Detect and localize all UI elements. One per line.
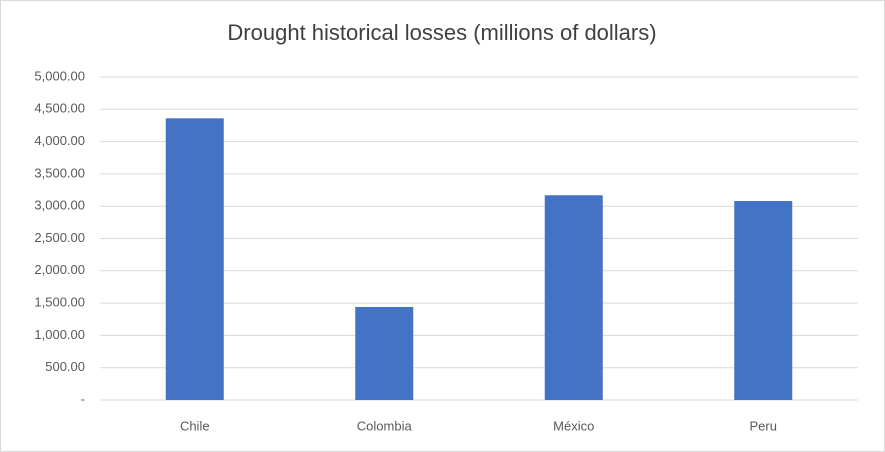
y-tick-label: 3,000.00 — [34, 198, 85, 213]
y-tick-label: 1,000.00 — [34, 327, 85, 342]
y-tick-label: 4,500.00 — [34, 101, 85, 116]
bar — [355, 306, 414, 400]
y-tick-label: - — [81, 391, 85, 406]
x-tick-label: México — [553, 418, 594, 433]
bar — [544, 195, 603, 400]
x-tick-label: Colombia — [357, 418, 413, 433]
x-tick-label: Chile — [180, 418, 210, 433]
y-tick-label: 2,000.00 — [34, 262, 85, 277]
bar — [165, 118, 224, 401]
y-tick-label: 3,500.00 — [34, 165, 85, 180]
y-tick-label: 1,500.00 — [34, 295, 85, 310]
x-tick-label: Peru — [750, 418, 777, 433]
chart-title: Drought historical losses (millions of d… — [227, 20, 656, 45]
y-tick-label: 2,500.00 — [34, 230, 85, 245]
y-tick-label: 4,000.00 — [34, 133, 85, 148]
bar — [734, 201, 793, 400]
y-tick-label: 5,000.00 — [34, 68, 85, 83]
y-tick-label: 500.00 — [45, 359, 85, 374]
